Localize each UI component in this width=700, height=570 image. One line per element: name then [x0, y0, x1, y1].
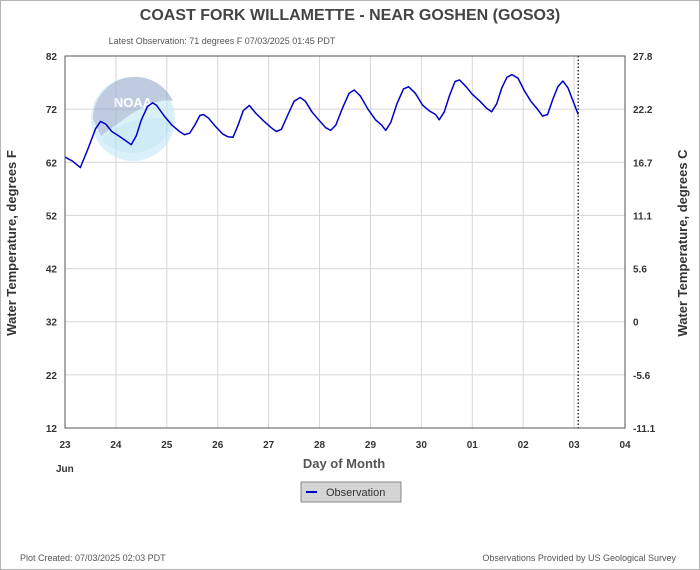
- series-layer: [64, 56, 579, 428]
- x-tick-label: 29: [365, 440, 377, 451]
- x-tick-label: 30: [416, 440, 428, 451]
- legend: Observation: [300, 481, 402, 503]
- y-left-tick-label: 72: [46, 105, 58, 116]
- legend-box: [300, 481, 402, 503]
- latest-observation: Latest Observation: 71 degrees F 07/03/2…: [109, 36, 336, 46]
- y-right-tick-label: 11.1: [633, 211, 652, 222]
- x-axis-label: Day of Month: [303, 456, 385, 471]
- y-right-tick-label: 22.2: [633, 105, 653, 116]
- y-right-tick-label: 0: [633, 318, 639, 329]
- x-tick-label: 04: [619, 440, 631, 451]
- x-tick-label: 26: [212, 440, 224, 451]
- chart-title: COAST FORK WILLAMETTE - NEAR GOSHEN (GOS…: [140, 7, 560, 24]
- y-right-tick-label: 27.8: [633, 52, 653, 63]
- y-left-tick-label: 62: [46, 158, 58, 169]
- x-tick-label: 03: [569, 440, 581, 451]
- y-right-tick-label: -11.1: [633, 424, 656, 435]
- x-tick-label: 02: [518, 440, 530, 451]
- x-tick-label: 01: [467, 440, 479, 451]
- noaa-logo-text: NOAA: [114, 95, 153, 110]
- plot-frame: [64, 55, 626, 429]
- series-line-observation: [64, 73, 579, 169]
- x-tick-label: 27: [263, 440, 275, 451]
- plot-created: Plot Created: 07/03/2025 02:03 PDT: [20, 553, 166, 563]
- y-left-tick-label: 12: [46, 424, 58, 435]
- y-axis-label-left: Water Temperature, degrees F: [4, 150, 19, 336]
- x-tick-label: 23: [59, 440, 71, 451]
- y-right-tick-label: -5.6: [633, 371, 651, 382]
- axis-ticks: 12 -11.1 22 -5.6 32 0 42 5.6 52 11.1 62 16.7 72 22.2 8…: [46, 52, 656, 451]
- legend-label-observation: Observation: [326, 487, 385, 499]
- x-tick-label: 28: [314, 440, 326, 451]
- y-left-tick-label: 52: [46, 211, 58, 222]
- noaa-logo: NOAA: [91, 76, 175, 161]
- y-left-tick-label: 82: [46, 52, 58, 63]
- y-left-tick-label: 32: [46, 318, 58, 329]
- y-right-tick-label: 16.7: [633, 158, 653, 169]
- y-right-tick-label: 5.6: [633, 265, 647, 276]
- y-left-tick-label: 42: [46, 265, 58, 276]
- x-tick-label: 25: [161, 440, 173, 451]
- x-tick-label: 24: [110, 440, 122, 451]
- y-left-tick-label: 22: [46, 371, 58, 382]
- data-provider: Observations Provided by US Geological S…: [482, 553, 676, 563]
- month-label: Jun: [56, 464, 74, 475]
- y-axis-label-right: Water Temperature, degrees C: [675, 149, 690, 337]
